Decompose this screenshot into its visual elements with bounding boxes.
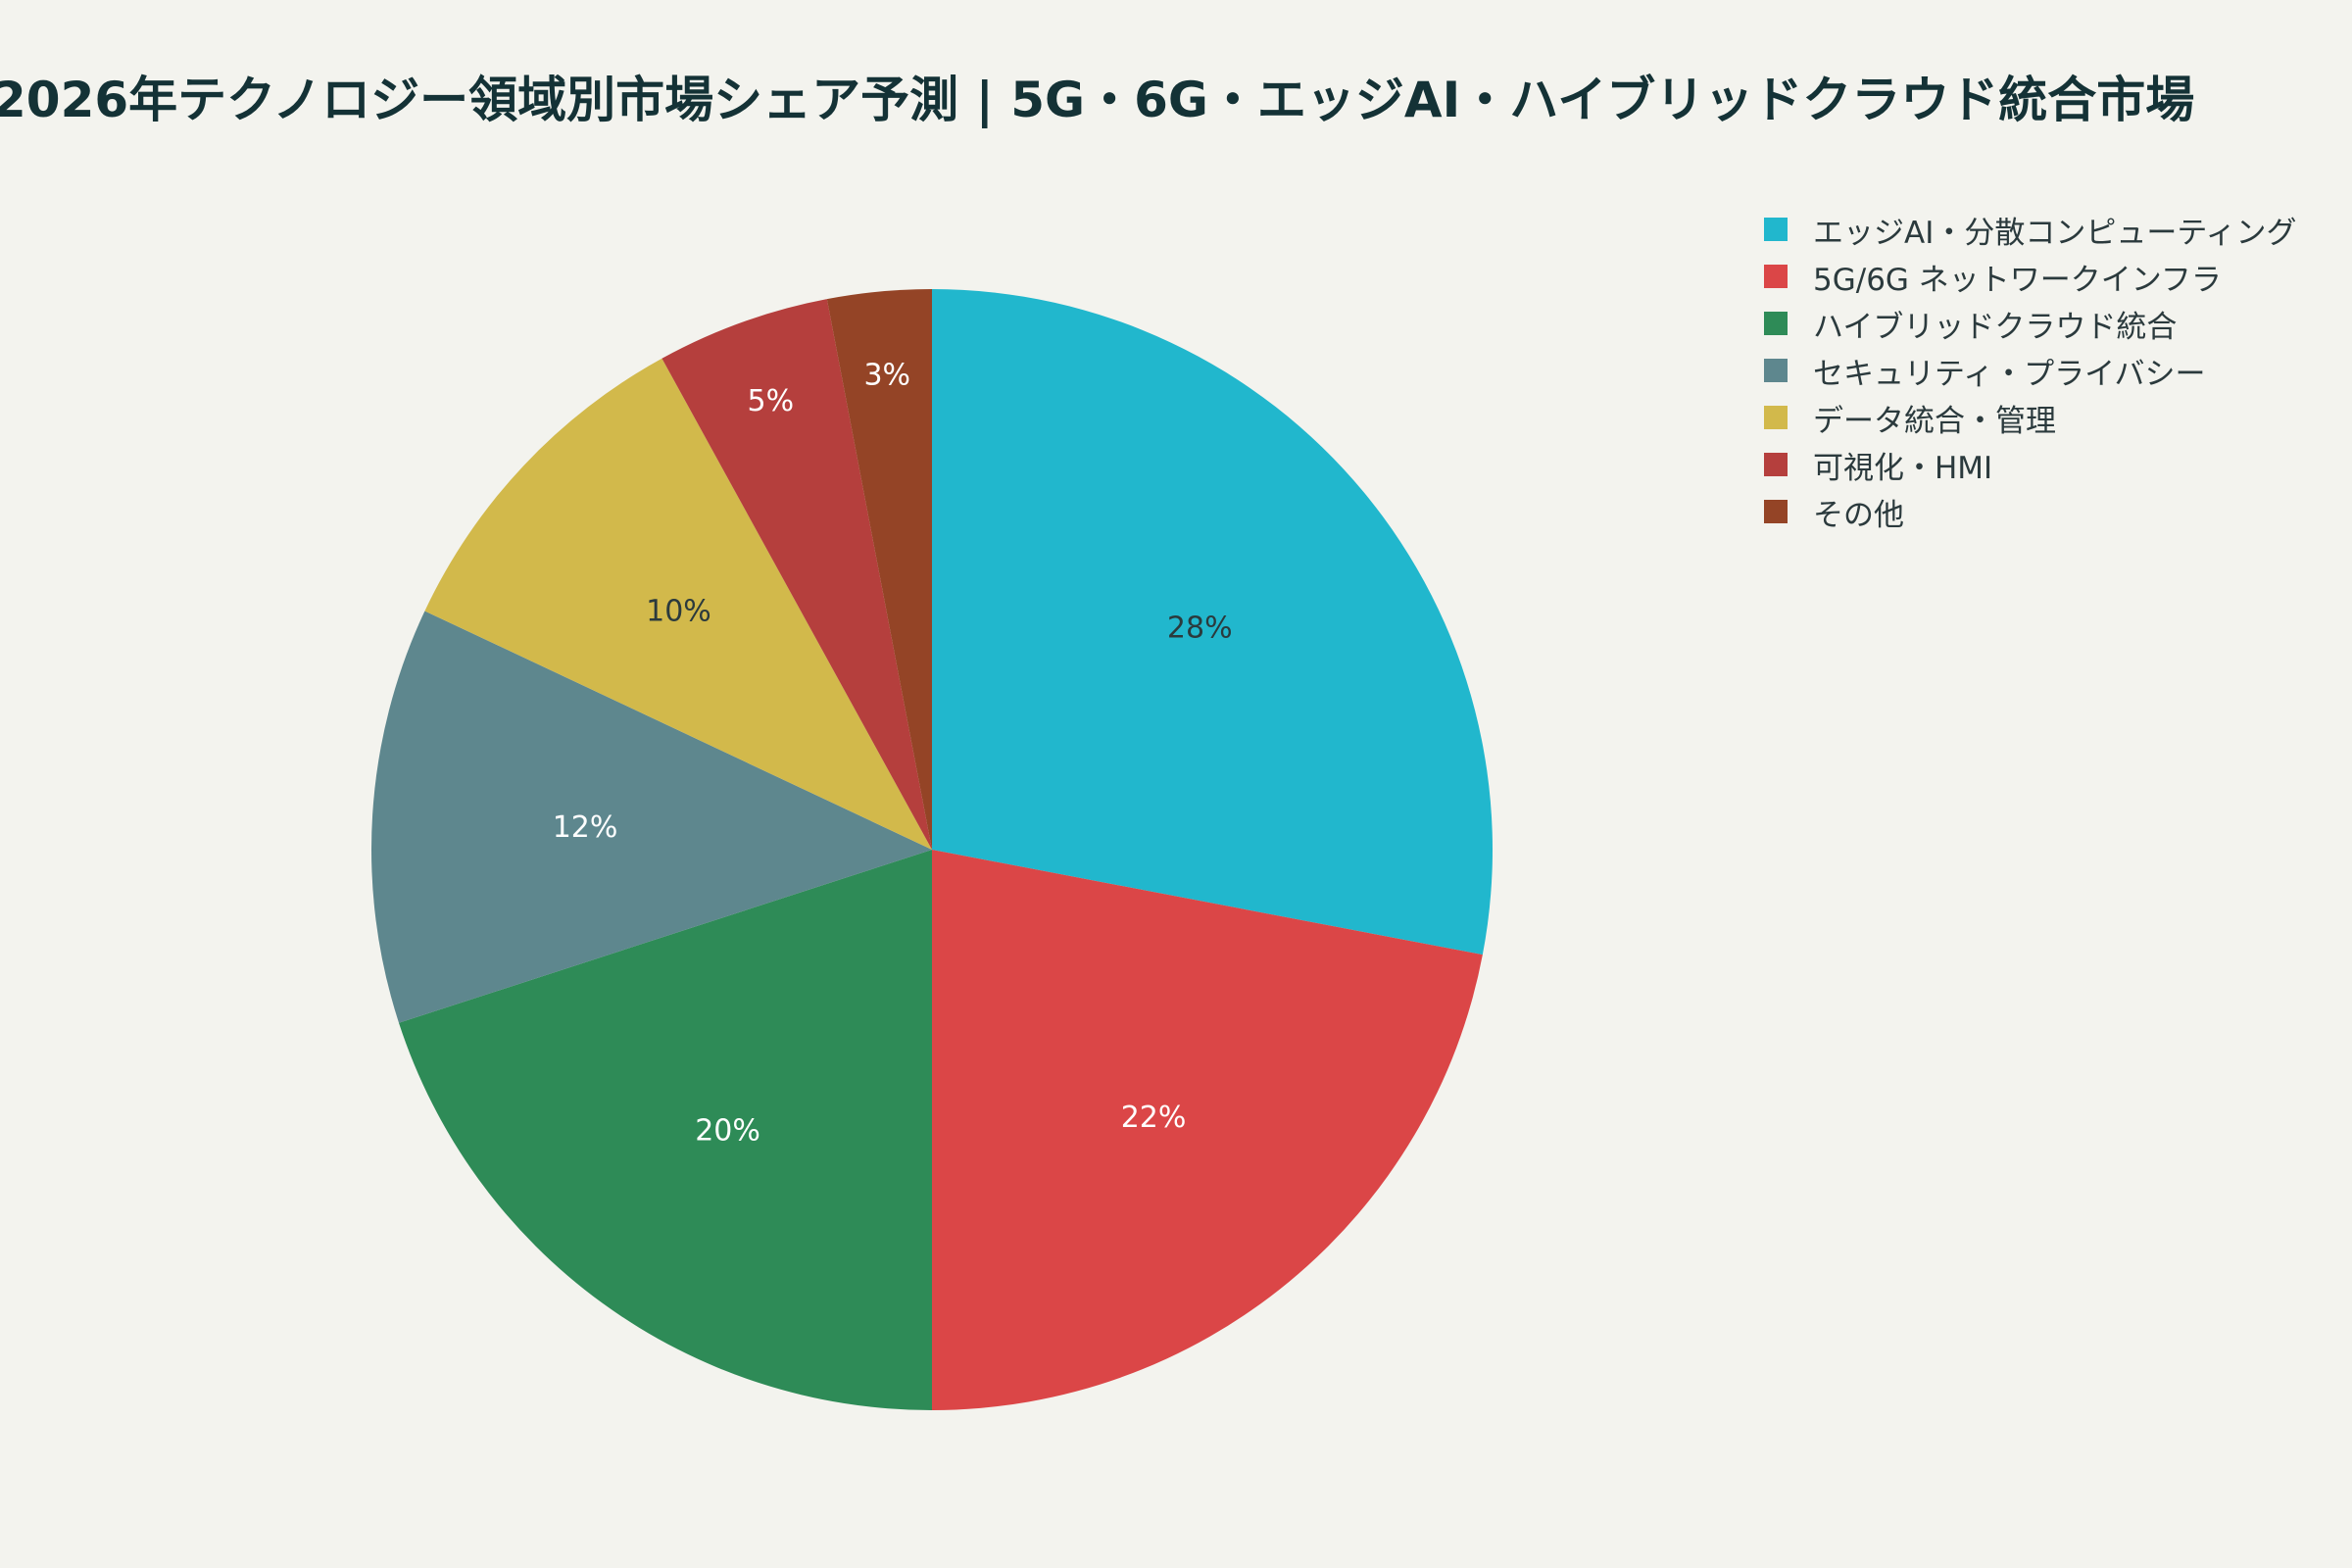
- legend-swatch: [1764, 359, 1788, 382]
- pie-slice-1: [932, 850, 1483, 1410]
- pie-slice-0: [932, 289, 1493, 956]
- legend-swatch: [1764, 453, 1788, 476]
- slice-data-label-6: 3%: [863, 358, 910, 392]
- legend-label: 可視化・HMI: [1813, 450, 1993, 486]
- legend-item-3[interactable]: セキュリティ・プライバシー: [1764, 347, 2297, 394]
- slice-data-label-3: 12%: [553, 810, 618, 845]
- pie-slice-4: [424, 358, 932, 850]
- legend-label: その他: [1813, 497, 1904, 533]
- legend-swatch: [1764, 500, 1788, 523]
- pie-slice-2: [398, 850, 932, 1410]
- legend-swatch: [1764, 406, 1788, 429]
- legend: エッジAI・分散コンピューティング 5G/6G ネットワークインフラ ハイブリッドク…: [1764, 206, 2297, 535]
- pie-slice-3: [371, 611, 932, 1023]
- legend-label: データ統合・管理: [1813, 403, 2056, 439]
- slice-data-label-4: 10%: [646, 595, 711, 629]
- legend-swatch: [1764, 218, 1788, 241]
- legend-item-6[interactable]: その他: [1764, 488, 2297, 535]
- legend-label: エッジAI・分散コンピューティング: [1813, 215, 2297, 251]
- legend-item-0[interactable]: エッジAI・分散コンピューティング: [1764, 206, 2297, 253]
- pie-slice-6: [826, 289, 932, 850]
- slice-data-label-0: 28%: [1167, 611, 1233, 645]
- legend-swatch: [1764, 265, 1788, 288]
- pie-slice-5: [662, 299, 932, 850]
- legend-item-5[interactable]: 可視化・HMI: [1764, 441, 2297, 488]
- legend-swatch: [1764, 312, 1788, 335]
- legend-item-2[interactable]: ハイブリッドクラウド統合: [1764, 300, 2297, 347]
- legend-item-1[interactable]: 5G/6G ネットワークインフラ: [1764, 253, 2297, 300]
- slice-data-label-2: 20%: [695, 1113, 760, 1148]
- chart-title: 2026年テクノロジー領域別市場シェア予測 | 5G・6G・エッジAI・ハイブリ…: [0, 72, 2195, 128]
- slice-data-label-1: 22%: [1121, 1101, 1187, 1135]
- legend-label: ハイブリッドクラウド統合: [1813, 309, 2178, 345]
- legend-label: 5G/6G ネットワークインフラ: [1813, 262, 2222, 298]
- legend-item-4[interactable]: データ統合・管理: [1764, 394, 2297, 441]
- slice-data-label-5: 5%: [748, 384, 795, 418]
- legend-label: セキュリティ・プライバシー: [1813, 356, 2206, 392]
